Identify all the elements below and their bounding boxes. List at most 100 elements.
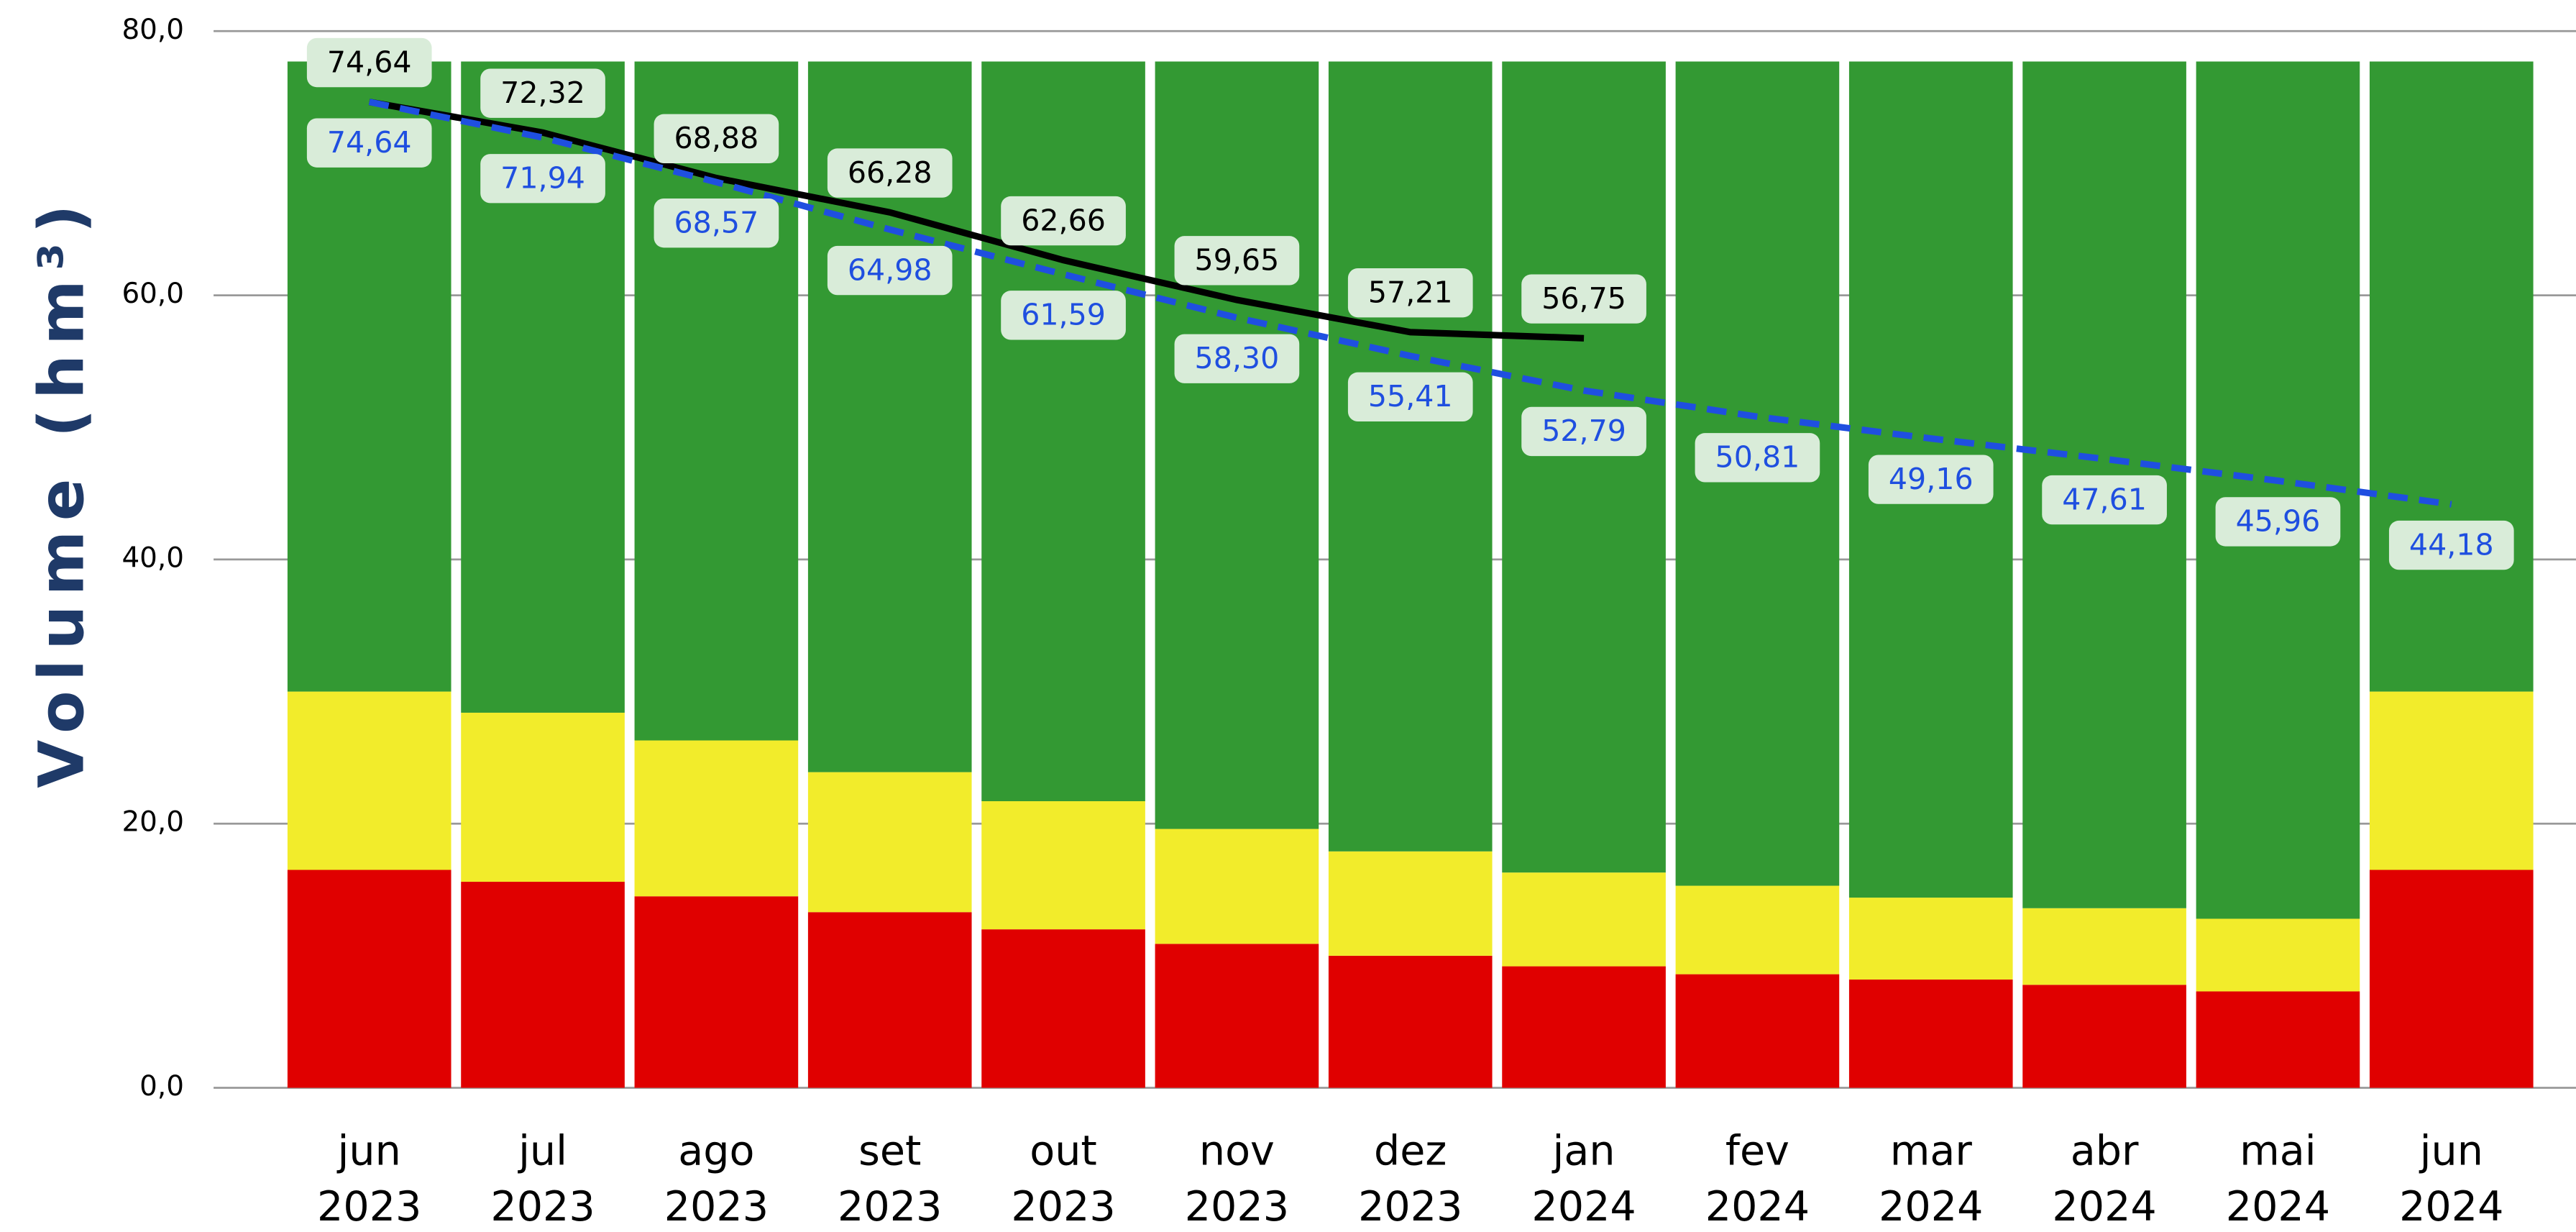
bar-segment (2369, 691, 2534, 870)
bar-segment (1502, 61, 1666, 873)
x-tick-label-line: mar (1890, 1127, 1973, 1174)
x-tick-label-line: 2023 (317, 1183, 421, 1231)
bar-segment (2022, 985, 2186, 1088)
bar-segment (1675, 974, 1840, 1088)
x-tick-label-line: 2024 (1531, 1183, 1636, 1231)
data-label: 50,81 (1715, 440, 1800, 475)
bar-segment (981, 61, 1145, 802)
x-tick-label-line: 2023 (490, 1183, 595, 1231)
data-label-box (2388, 520, 2514, 570)
x-tick-label: mai 2024 (2226, 1127, 2330, 1230)
data-label: 66,28 (848, 155, 932, 190)
bar-segment (1155, 61, 1319, 829)
x-tick-label-line: dez (1374, 1127, 1447, 1174)
line-series (368, 99, 2452, 508)
data-label-box (480, 68, 605, 118)
x-tick-label-line: 2024 (2226, 1183, 2330, 1231)
data-label-box (306, 118, 432, 168)
x-tick-label-line: abr (2071, 1127, 2139, 1174)
x-tick-label-line: jan (1551, 1127, 1615, 1174)
data-label: 49,16 (1889, 462, 1974, 496)
data-label-box (1695, 433, 1820, 483)
x-tick-label-line: jun (336, 1127, 401, 1174)
x-tick-label: jan 2024 (1531, 1127, 1636, 1230)
data-label: 68,57 (674, 205, 759, 239)
y-tick-label: 40,0 (122, 542, 183, 574)
bar-segment (2196, 918, 2360, 992)
data-label-box (1868, 455, 1994, 504)
data-label-box (306, 37, 432, 88)
x-tick-label: dez 2023 (1358, 1127, 1462, 1230)
y-tick-label: 60,0 (122, 278, 183, 310)
x-tick-label-line: 2023 (1185, 1183, 1289, 1231)
data-label-box (1521, 406, 1646, 457)
data-label-box (1347, 268, 1473, 318)
bar-segment (287, 691, 452, 870)
bar-segment (634, 740, 799, 897)
data-label: 74,64 (327, 125, 412, 160)
data-label: 44,18 (2409, 527, 2494, 562)
data-label-box (1174, 236, 1300, 286)
data-label-box (654, 114, 779, 164)
data-label-box (1347, 372, 1473, 422)
bar-segment (1328, 61, 1493, 852)
data-label: 47,61 (2062, 482, 2147, 516)
bar-segment (461, 882, 625, 1088)
x-tick-label-line: fev (1725, 1127, 1789, 1174)
data-label-box (1001, 291, 1126, 340)
x-tick-label: ago 2023 (664, 1127, 769, 1230)
x-tick-label-line: set (858, 1127, 921, 1174)
data-label: 72,32 (500, 76, 585, 110)
data-label: 61,59 (1021, 298, 1106, 332)
x-tick-label-line: out (1030, 1127, 1097, 1174)
bar-segment (461, 712, 625, 882)
x-tick-label-line: 2024 (2052, 1183, 2156, 1231)
bar-segment (2196, 991, 2360, 1088)
x-tick-label: abr 2024 (2052, 1127, 2156, 1230)
bar-segment (1848, 898, 2013, 980)
bar-segment (981, 929, 1145, 1088)
x-tick-label: fev 2024 (1705, 1127, 1810, 1230)
x-tick-label-line: 2024 (1705, 1183, 1810, 1231)
data-label-box (1174, 334, 1300, 383)
data-label: 45,96 (2236, 504, 2321, 539)
bar-segment (2022, 908, 2186, 985)
x-tick-label-line: 2023 (838, 1183, 942, 1231)
bar-segment (1328, 851, 1493, 956)
data-label: 62,66 (1021, 203, 1106, 237)
data-label-box (1001, 196, 1126, 246)
data-label: 56,75 (1541, 281, 1626, 316)
y-tick-label: 80,0 (122, 14, 183, 46)
x-tick-label-line: 2023 (1358, 1183, 1462, 1231)
data-label-box (2215, 497, 2341, 547)
bar-segment (2369, 61, 2534, 692)
x-tick-label: jun 2023 (317, 1127, 421, 1230)
x-tick-label: out 2023 (1011, 1127, 1115, 1230)
data-label: 68,88 (674, 121, 759, 155)
data-label: 57,21 (1368, 275, 1453, 309)
bar-segment (981, 801, 1145, 930)
x-tick-label-line: 2024 (1879, 1183, 1983, 1231)
x-tick-label-line: ago (678, 1127, 754, 1174)
x-tick-label-line: mai (2240, 1127, 2316, 1174)
bar-segment (1848, 979, 2013, 1088)
bar-segment (807, 912, 972, 1088)
data-label-box (827, 245, 953, 296)
data-label-box (827, 148, 953, 198)
bar-segment (1155, 829, 1319, 944)
bar-segment (2369, 870, 2534, 1088)
data-label-box (2042, 475, 2167, 525)
bar-segment (1328, 955, 1493, 1088)
data-label: 58,30 (1195, 341, 1280, 375)
data-label-box (480, 154, 605, 204)
bar-segment (1675, 885, 1840, 975)
bar-segment (1155, 944, 1319, 1088)
bar-segment (1502, 872, 1666, 967)
x-tick-label: jul 2023 (490, 1127, 595, 1230)
x-tick-label: jun 2024 (2399, 1127, 2503, 1230)
x-tick-label: set 2023 (838, 1127, 942, 1230)
x-tick-label-line: 2023 (1011, 1183, 1115, 1231)
bar-segment (287, 870, 452, 1088)
x-tick-label: nov 2023 (1185, 1127, 1289, 1230)
